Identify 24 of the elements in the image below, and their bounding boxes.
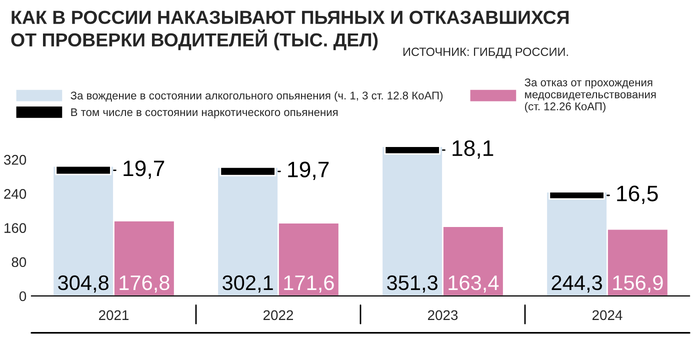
x-tick-label: 2023 <box>428 310 458 320</box>
data-label: 156,9 <box>613 275 663 293</box>
data-label: 171,6 <box>284 275 334 293</box>
y-tick-label: 160 <box>4 223 26 233</box>
y-tick-label: 0 <box>19 291 26 302</box>
data-label: 302,1 <box>222 275 273 293</box>
y-tick-label: 80 <box>12 257 26 268</box>
data-label: 19,7 <box>124 160 164 179</box>
data-label: 304,8 <box>58 275 108 293</box>
legend-label: За вождение в состоянии алкогольного опьянения (ч. 1, 3 ст. 12.8 КоАП) <box>70 91 443 102</box>
data-label: 351,3 <box>387 275 438 293</box>
x-tick-label: 2021 <box>99 310 129 320</box>
legend-label: В том числе в состоянии наркотического опьянения <box>71 108 338 118</box>
data-label: 19,7 <box>288 162 329 180</box>
legend-label: За отказ от прохождения медосвидетельствования (ст. 12.26 КоАП) <box>524 78 656 112</box>
data-label: 244,3 <box>552 275 602 293</box>
data-label: 18,1 <box>452 140 494 159</box>
y-tick-label: 240 <box>4 189 26 199</box>
y-tick-label: 320 <box>4 154 26 165</box>
data-label: 163,4 <box>448 275 499 293</box>
x-tick-label: 2024 <box>592 310 622 320</box>
data-label: 16,5 <box>617 186 658 204</box>
x-tick-label: 2022 <box>264 310 294 320</box>
data-label: 176,8 <box>120 275 170 293</box>
